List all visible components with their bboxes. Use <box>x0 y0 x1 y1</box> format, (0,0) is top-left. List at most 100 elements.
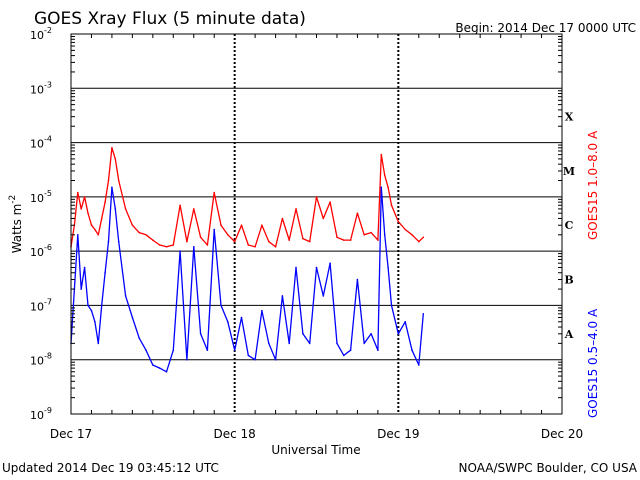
data-point <box>117 240 120 243</box>
x-tick-label: Dec 20 <box>541 427 583 441</box>
data-point <box>138 337 140 339</box>
data-point <box>199 236 202 239</box>
data-point <box>302 237 304 240</box>
data-point <box>90 309 93 312</box>
axis-labels: 10-9 10-8 10-7 10-6 10-5 10-4 10-3 10-2 Dec 17 De… <box>30 26 583 441</box>
data-point <box>397 333 400 335</box>
data-point <box>193 208 195 210</box>
y-tick-label: 10-5 <box>30 189 52 205</box>
data-point <box>213 228 215 231</box>
data-point <box>77 234 79 236</box>
data-point <box>227 321 229 323</box>
data-point <box>370 231 372 234</box>
data-point <box>233 240 236 243</box>
data-point <box>380 186 383 189</box>
grid-lines <box>71 34 562 414</box>
data-point <box>107 240 110 243</box>
data-point <box>111 147 113 149</box>
data-point <box>377 349 379 352</box>
x-tick-label: Dec 18 <box>214 427 256 441</box>
data-point <box>397 220 400 223</box>
y-tick-label: 10-9 <box>30 406 52 422</box>
data-point <box>356 212 359 214</box>
data-point <box>131 316 134 319</box>
flare-class-label: A <box>564 328 574 341</box>
y-tick-label: 10-4 <box>30 135 52 151</box>
data-point <box>158 244 161 246</box>
data-point <box>111 186 113 189</box>
data-point <box>343 239 345 241</box>
data-point <box>322 295 325 297</box>
data-point <box>261 224 263 226</box>
data-point <box>308 240 311 243</box>
data-point <box>152 364 154 366</box>
data-point <box>329 262 331 265</box>
data-point <box>240 316 243 319</box>
data-point <box>172 244 175 246</box>
data-point <box>377 239 379 241</box>
data-point <box>363 234 366 236</box>
data-point <box>349 239 352 241</box>
data-point <box>100 304 103 307</box>
data-point <box>363 342 366 345</box>
data-point <box>199 333 202 335</box>
data-point <box>104 201 106 203</box>
series-long-channel-line <box>70 147 424 248</box>
data-point <box>387 186 389 189</box>
axis-ticks <box>71 34 562 414</box>
data-point <box>422 236 425 239</box>
data-point <box>240 224 243 226</box>
data-point <box>158 367 161 369</box>
data-point <box>186 358 188 361</box>
data-point <box>268 342 270 345</box>
data-point <box>124 208 127 210</box>
data-point <box>227 234 229 236</box>
data-point <box>274 246 277 248</box>
data-point <box>107 179 110 182</box>
data-point <box>97 234 100 236</box>
series-short-channel-line <box>70 186 424 373</box>
data-point <box>206 244 209 246</box>
data-point <box>254 358 256 361</box>
data-point <box>165 246 168 248</box>
x-tick-label: Dec 17 <box>50 427 92 441</box>
data-point <box>336 342 338 345</box>
plot-frame <box>70 33 563 415</box>
data-point <box>247 244 250 246</box>
data-point <box>349 349 352 352</box>
data-point <box>247 354 250 357</box>
data-point <box>220 224 222 226</box>
data-point <box>87 212 89 214</box>
data-point <box>90 224 93 226</box>
data-point <box>411 234 413 236</box>
data-point <box>152 239 154 241</box>
data-point <box>387 266 389 269</box>
chart-title: GOES Xray Flux (5 minute data) <box>34 9 306 29</box>
data-point <box>87 304 89 307</box>
series-layer <box>70 147 425 373</box>
data-point <box>114 158 117 160</box>
data-point <box>418 240 420 243</box>
begin-time: Begin: 2014 Dec 17 0000 UTC <box>455 21 636 35</box>
data-point <box>83 266 86 269</box>
data-point <box>281 217 284 220</box>
data-point <box>380 153 383 156</box>
data-point <box>172 349 175 352</box>
data-point <box>261 309 263 312</box>
data-point <box>131 224 134 226</box>
y-tick-label: 10-2 <box>30 26 52 42</box>
data-point <box>390 304 393 307</box>
data-point <box>80 288 82 290</box>
data-point <box>274 358 277 361</box>
data-point <box>213 191 215 194</box>
data-point <box>220 304 222 307</box>
data-point <box>288 239 291 241</box>
data-point <box>404 228 407 231</box>
data-point <box>383 174 386 177</box>
legend-long-channel: GOES15 1.0–8.0 A <box>586 130 600 240</box>
data-point <box>390 204 393 207</box>
data-point <box>179 204 181 207</box>
data-point <box>193 246 195 248</box>
data-point <box>281 295 284 297</box>
data-point <box>165 371 168 373</box>
